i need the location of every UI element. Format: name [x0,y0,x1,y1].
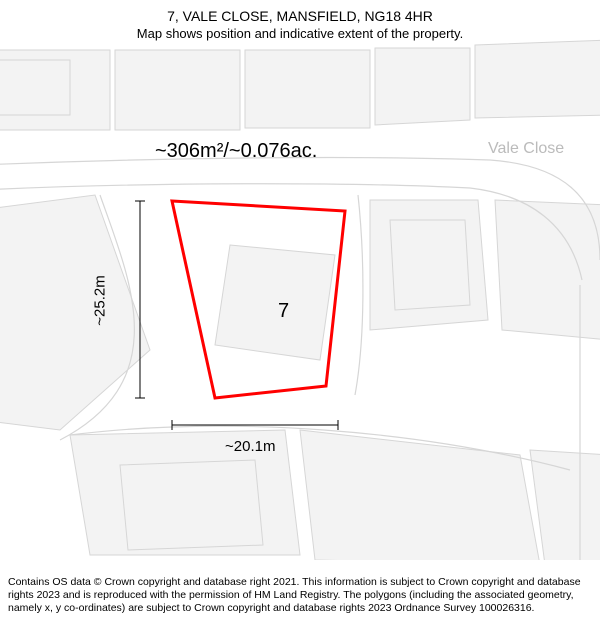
page-subtitle: Map shows position and indicative extent… [10,26,590,41]
header: 7, VALE CLOSE, MANSFIELD, NG18 4HR Map s… [0,0,600,45]
dimension-width-label: ~20.1m [225,438,275,455]
house-number: 7 [278,300,289,323]
copyright-footer: Contains OS data © Crown copyright and d… [0,570,600,625]
map-container: ~306m²/~0.076ac. Vale Close 7 ~25.2m ~20… [0,0,600,560]
street-label: Vale Close [488,140,564,158]
map-svg [0,0,600,560]
dimension-height-label: ~25.2m [92,275,109,325]
area-label: ~306m²/~0.076ac. [155,140,317,163]
page-title: 7, VALE CLOSE, MANSFIELD, NG18 4HR [10,8,590,24]
